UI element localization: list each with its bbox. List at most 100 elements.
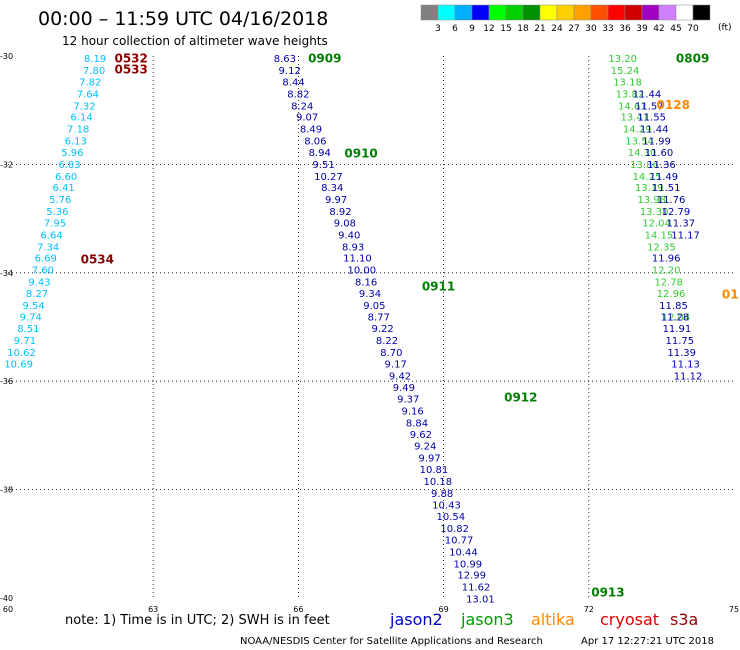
- data-point-label: 8.92: [329, 207, 351, 218]
- x-tick-label: 72: [584, 605, 594, 614]
- data-point-label: 7.82: [79, 78, 101, 89]
- y-tick-label: -40: [0, 594, 13, 603]
- data-point-label: 12.04: [642, 218, 671, 229]
- pass-time-label: 0128: [657, 98, 690, 112]
- colorbar-label: 45: [670, 24, 681, 34]
- colorbar-swatch: [556, 4, 575, 21]
- data-point-label: 9.17: [385, 359, 407, 370]
- colorbar-unit: (ft): [718, 23, 732, 33]
- colorbar-swatch: [658, 4, 677, 21]
- data-point-label: 7.95: [44, 218, 66, 229]
- data-point-label: 9.71: [14, 336, 36, 347]
- data-point-label: 9.74: [20, 313, 42, 324]
- data-point-label: 10.54: [437, 512, 466, 523]
- data-point-label: 10.00: [347, 266, 376, 277]
- colorbar-label: 36: [619, 24, 631, 34]
- data-point-label: 8.77: [368, 313, 390, 324]
- data-point-label: 10.62: [7, 348, 36, 359]
- data-point-label: 10.99: [453, 559, 482, 570]
- data-point-label: 11.99: [642, 137, 671, 148]
- colorbar-label: 33: [602, 24, 613, 34]
- data-point-label: 10.43: [432, 500, 461, 511]
- data-point-label: 6.69: [35, 254, 57, 265]
- data-point-label: 11.10: [343, 254, 372, 265]
- data-point-label: 13.98: [637, 195, 666, 206]
- data-point-label: 13.82: [616, 89, 645, 100]
- data-point-label: 11.60: [645, 148, 674, 159]
- colorbar-swatch: [624, 4, 643, 21]
- data-point-label: 9.05: [363, 301, 385, 312]
- chart-subtitle: 12 hour collection of altimeter wave hei…: [62, 34, 328, 48]
- data-point-label: 9.07: [296, 113, 318, 124]
- data-point-label: 13.54: [625, 137, 654, 148]
- colorbar-label: 42: [653, 24, 664, 34]
- data-point-label: 11.44: [633, 89, 662, 100]
- plot-area: [7, 55, 735, 599]
- data-point-label: 9.24: [414, 442, 436, 453]
- data-point-label: 9.08: [334, 218, 356, 229]
- data-point-label: 13.30: [640, 207, 669, 218]
- colorbar-swatch: [692, 4, 711, 21]
- data-point-label: 9.97: [325, 195, 347, 206]
- data-point-label: 6.14: [70, 113, 92, 124]
- data-point-label: 13.01: [466, 595, 495, 606]
- data-point-label: 7.18: [67, 125, 89, 136]
- data-point-label: 11.76: [657, 195, 686, 206]
- colorbar-label: 39: [636, 24, 648, 34]
- y-tick-label: -34: [0, 269, 13, 278]
- timestamp-text: Apr 17 12:27:21 UTC 2018: [581, 636, 714, 647]
- data-point-label: 7.34: [37, 242, 59, 253]
- pass-time-label: 0532: [114, 52, 147, 66]
- data-point-label: 11.28: [661, 313, 690, 324]
- data-point-label: 9.42: [389, 371, 411, 382]
- colorbar-label: 27: [568, 24, 579, 34]
- colorbar-swatch: [539, 4, 558, 21]
- data-point-label: 6.13: [65, 137, 87, 148]
- data-point-label: 14.29: [623, 125, 652, 136]
- legend-item-cryosat: cryosat: [600, 610, 659, 629]
- x-tick-label: 63: [148, 605, 158, 614]
- x-tick-label: 66: [293, 605, 303, 614]
- y-tick-label: -36: [0, 377, 13, 386]
- grid-lines: [8, 56, 734, 598]
- data-point-label: 10.82: [440, 524, 469, 535]
- pass-time-label: 0909: [308, 52, 341, 66]
- colorbar-swatch: [675, 4, 694, 21]
- data-point-label: 15.24: [611, 66, 640, 77]
- data-point-label: 11.57: [635, 101, 664, 112]
- data-point-label: 11.37: [666, 218, 695, 229]
- colorbar-label: 6: [452, 24, 458, 34]
- satellite-legend: jason2 jason3 altika cryosat s3a: [389, 610, 698, 629]
- data-point-label: 11.39: [667, 348, 696, 359]
- data-point-label: 14.25: [633, 172, 662, 183]
- data-point-label: 8.16: [355, 278, 377, 289]
- data-point-label: 9.40: [338, 230, 360, 241]
- data-point-label: 8.93: [342, 242, 364, 253]
- data-point-label: 13.18: [613, 78, 642, 89]
- colorbar-label: 12: [483, 24, 494, 34]
- colorbar-swatch: [505, 4, 524, 21]
- data-point-label: 11.75: [665, 336, 694, 347]
- colorbar-label: 21: [534, 24, 545, 34]
- data-point-label: 8.49: [300, 125, 322, 136]
- y-tick-label: -38: [0, 486, 13, 495]
- data-point-label: 6.83: [58, 160, 80, 171]
- data-point-label: 5.96: [61, 148, 83, 159]
- data-point-label: 11.36: [647, 160, 676, 171]
- data-point-label: 9.16: [401, 407, 423, 418]
- data-point-label: 12.35: [647, 242, 676, 253]
- data-point-label: 12.99: [457, 571, 486, 582]
- data-point-label: 9.62: [410, 430, 432, 441]
- colorbar-swatch: [488, 4, 507, 21]
- data-point-label: 11.85: [659, 301, 688, 312]
- data-point-label: 6.60: [55, 172, 77, 183]
- data-point-label: 11.62: [462, 583, 491, 594]
- x-tick-label: 60: [3, 605, 13, 614]
- data-point-label: 11.17: [671, 230, 700, 241]
- data-point-label: 8.44: [282, 78, 304, 89]
- data-point-label: 8.06: [304, 137, 326, 148]
- data-point-label: 9.88: [431, 489, 453, 500]
- data-point-label: 7.60: [32, 266, 54, 277]
- data-point-label: 13.20: [608, 54, 637, 65]
- data-point-label: 11.96: [652, 254, 681, 265]
